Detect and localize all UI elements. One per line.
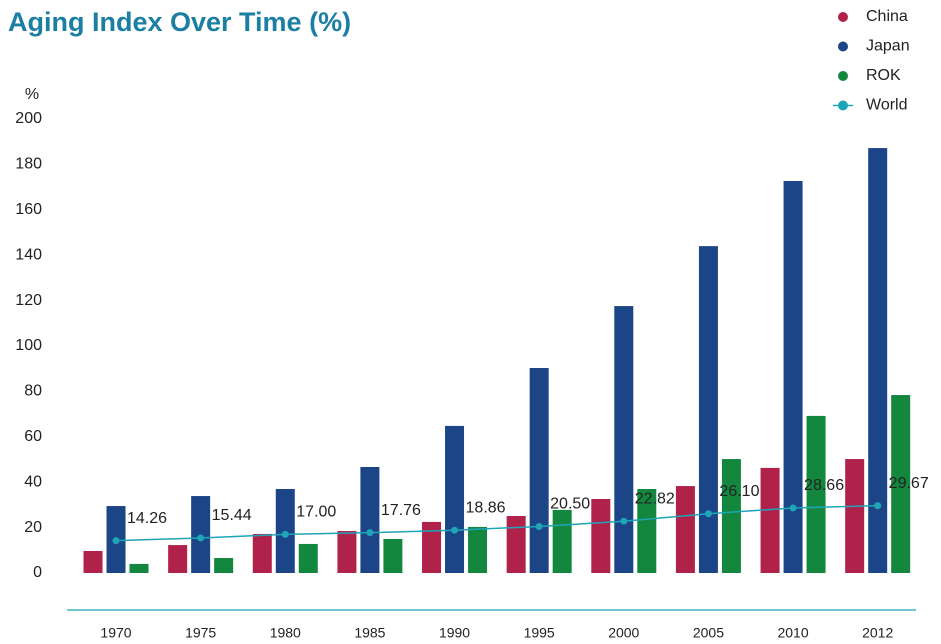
bar <box>806 415 826 573</box>
line-point <box>789 504 797 512</box>
bar <box>529 368 549 573</box>
data-label: 28.66 <box>804 477 844 494</box>
data-label: 20.50 <box>550 496 590 513</box>
x-tick-label: 2012 <box>862 625 893 641</box>
legend-marker <box>838 12 848 22</box>
y-axis-label: % <box>25 86 39 103</box>
y-tick-label: 40 <box>24 473 42 490</box>
bar <box>129 563 149 573</box>
y-tick-label: 80 <box>24 383 42 400</box>
line-point <box>197 534 205 542</box>
bar <box>591 498 611 573</box>
data-label: 15.44 <box>212 507 252 524</box>
bar <box>298 543 318 573</box>
y-tick-label: 20 <box>24 519 42 536</box>
x-tick-label: 2000 <box>608 625 639 641</box>
bar <box>760 467 780 573</box>
bar <box>783 180 803 573</box>
y-tick-label: 0 <box>33 564 42 581</box>
bar <box>891 395 911 573</box>
bar <box>360 466 380 573</box>
legend-marker <box>838 100 848 111</box>
line-point <box>112 537 120 545</box>
legend-label: Japan <box>866 38 910 55</box>
bar <box>675 486 695 573</box>
bar <box>422 521 442 573</box>
data-label: 17.76 <box>381 502 421 519</box>
data-label: 22.82 <box>635 490 675 507</box>
bar <box>845 459 865 573</box>
x-tick-label: 1985 <box>354 625 385 641</box>
bar <box>337 531 357 573</box>
data-label: 18.86 <box>466 499 506 516</box>
legend-marker <box>838 71 848 81</box>
data-label: 26.10 <box>719 483 759 500</box>
line-point <box>704 510 712 518</box>
line-point <box>451 526 459 534</box>
data-label: 14.26 <box>127 510 167 527</box>
legend-label: World <box>866 97 908 114</box>
x-tick-label: 1970 <box>100 625 131 641</box>
line-point <box>281 530 289 538</box>
bar <box>552 509 572 573</box>
data-label: 29.67 <box>889 475 929 492</box>
x-tick-label: 1975 <box>185 625 216 641</box>
x-tick-label: 2005 <box>693 625 724 641</box>
y-tick-label: 180 <box>15 156 42 173</box>
x-tick-label: 1995 <box>524 625 555 641</box>
chart-title: Aging Index Over Time (%) <box>8 7 351 37</box>
line <box>115 504 878 542</box>
bar <box>698 246 718 573</box>
x-tick-label: 1980 <box>270 625 301 641</box>
bar <box>506 516 526 573</box>
bar <box>445 425 465 573</box>
bar <box>468 526 488 573</box>
y-tick-label: 140 <box>15 246 42 263</box>
y-tick-label: 200 <box>15 110 42 127</box>
line-point <box>874 502 882 510</box>
line-point <box>535 522 543 530</box>
data-label: 17.00 <box>296 504 336 521</box>
bar <box>383 538 403 573</box>
y-tick-label: 120 <box>15 292 42 309</box>
line-point <box>366 529 374 537</box>
x-tick-label: 2010 <box>777 625 808 641</box>
y-tick-label: 60 <box>24 428 42 445</box>
bar <box>252 533 272 573</box>
bar <box>214 558 234 573</box>
bar <box>614 306 634 573</box>
line-point <box>620 517 628 525</box>
bar <box>83 550 103 573</box>
bar <box>637 489 657 573</box>
x-tick-label: 1990 <box>439 625 470 641</box>
bar <box>721 459 741 573</box>
y-tick-label: 160 <box>15 201 42 218</box>
legend-label: ROK <box>866 67 901 84</box>
bar <box>168 545 188 573</box>
legend-marker <box>838 41 848 52</box>
legend-label: China <box>866 8 908 25</box>
bar <box>868 148 888 573</box>
y-tick-label: 100 <box>15 337 42 354</box>
